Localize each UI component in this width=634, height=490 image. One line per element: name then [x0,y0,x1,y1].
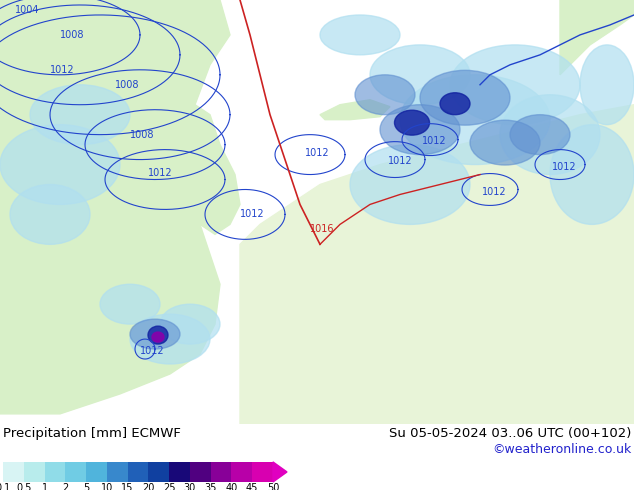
Ellipse shape [152,332,164,342]
Text: 1012: 1012 [422,136,446,146]
Text: 20: 20 [142,483,155,490]
Ellipse shape [355,75,415,115]
Bar [3,462,23,482]
Text: ©weatheronline.co.uk: ©weatheronline.co.uk [492,443,631,456]
Text: 35: 35 [205,483,217,490]
Text: 2: 2 [62,483,68,490]
Text: 1012: 1012 [552,162,577,172]
Text: 1012: 1012 [148,168,172,177]
Ellipse shape [130,319,180,349]
Ellipse shape [580,45,634,124]
Text: 1012: 1012 [50,65,75,75]
Ellipse shape [420,70,510,125]
Text: 40: 40 [225,483,238,490]
Text: 1016: 1016 [310,224,335,234]
Ellipse shape [400,75,550,165]
Text: 1008: 1008 [60,30,84,40]
Ellipse shape [380,105,460,154]
Text: 1008: 1008 [130,130,155,140]
Polygon shape [273,462,287,482]
Polygon shape [0,0,230,414]
Bar [23,462,44,482]
Ellipse shape [10,185,90,245]
Text: 0.1: 0.1 [0,483,11,490]
Text: 50: 50 [267,483,279,490]
Ellipse shape [160,304,220,344]
Text: 1004: 1004 [15,5,39,15]
Text: 1012: 1012 [140,346,165,356]
Ellipse shape [0,124,120,204]
Text: Su 05-05-2024 03..06 UTC (00+102): Su 05-05-2024 03..06 UTC (00+102) [389,427,631,440]
Text: 1012: 1012 [240,209,264,220]
Bar [169,462,190,482]
Bar [252,462,273,482]
Bar [65,462,86,482]
Ellipse shape [550,124,634,224]
Polygon shape [240,105,634,424]
Ellipse shape [394,110,429,135]
Polygon shape [320,100,390,120]
Ellipse shape [470,120,540,165]
Ellipse shape [320,15,400,55]
Ellipse shape [130,314,210,364]
Text: 10: 10 [101,483,113,490]
Text: 1: 1 [41,483,48,490]
Ellipse shape [500,95,600,174]
Bar [86,462,107,482]
Text: 1012: 1012 [305,147,330,158]
Ellipse shape [370,45,470,105]
Bar [148,462,169,482]
Polygon shape [560,0,634,75]
Text: 45: 45 [246,483,259,490]
Bar [190,462,210,482]
Polygon shape [175,105,240,234]
Text: 25: 25 [163,483,176,490]
Bar [127,462,148,482]
Text: 30: 30 [184,483,196,490]
Text: Precipitation [mm] ECMWF: Precipitation [mm] ECMWF [3,427,181,440]
Text: 1012: 1012 [482,188,507,197]
Ellipse shape [30,85,130,145]
Ellipse shape [148,326,168,344]
Bar [107,462,127,482]
Text: 1012: 1012 [388,155,413,166]
Ellipse shape [100,284,160,324]
Ellipse shape [450,45,580,124]
Ellipse shape [350,145,470,224]
Bar [44,462,65,482]
Text: 5: 5 [83,483,89,490]
Text: 1008: 1008 [115,80,139,90]
Ellipse shape [510,115,570,154]
Bar [210,462,231,482]
Text: 0.5: 0.5 [16,483,32,490]
Bar [231,462,252,482]
Ellipse shape [440,93,470,115]
Text: 15: 15 [122,483,134,490]
